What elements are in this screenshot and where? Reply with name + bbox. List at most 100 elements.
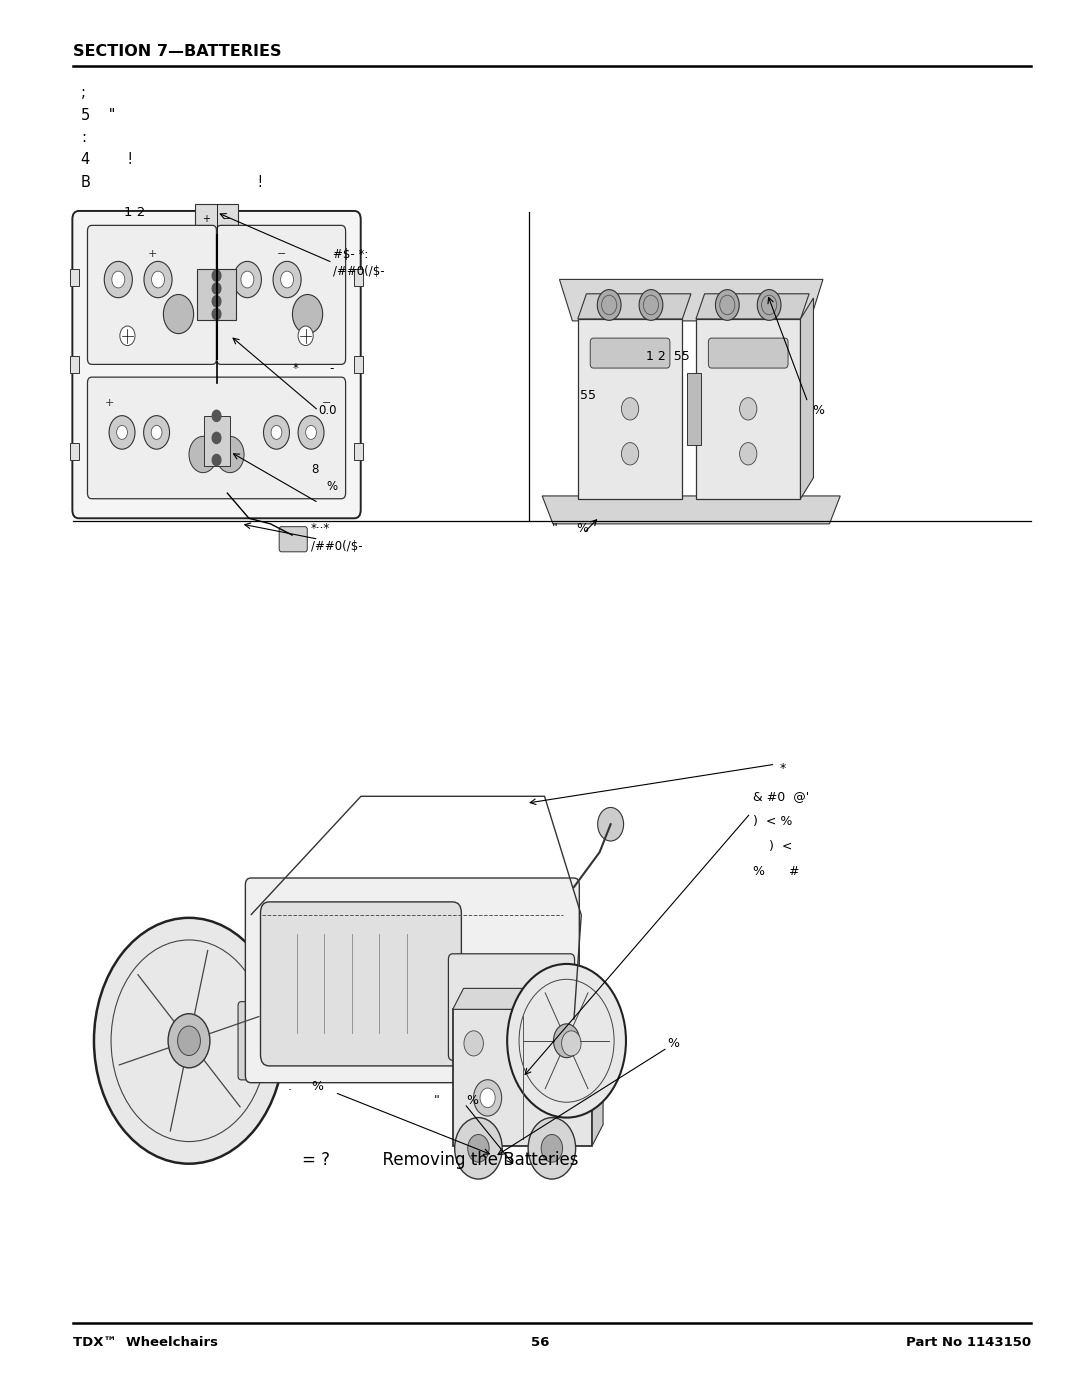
Text: +: + [147,249,157,258]
Circle shape [464,1031,484,1056]
Circle shape [213,296,221,307]
Circle shape [480,1088,496,1108]
Text: /##0(/$-: /##0(/$- [333,264,384,278]
Text: /##0(/$-: /##0(/$- [311,539,363,553]
Circle shape [562,1031,581,1056]
Circle shape [298,326,313,345]
Circle shape [233,261,261,298]
Circle shape [109,416,135,450]
Circle shape [554,1024,580,1058]
Circle shape [241,271,254,288]
Text: −: − [276,249,286,258]
FancyBboxPatch shape [72,211,361,518]
Circle shape [213,454,221,465]
Text: *: * [780,761,786,775]
Text: ": " [552,521,557,535]
Circle shape [621,443,638,465]
Circle shape [112,271,125,288]
FancyBboxPatch shape [448,954,575,1060]
Circle shape [475,999,488,1016]
FancyBboxPatch shape [696,319,800,499]
Text: +: + [202,214,210,225]
Text: %: % [667,1037,679,1051]
Circle shape [264,416,289,450]
Text: 0.0: 0.0 [319,404,337,418]
Circle shape [144,261,172,298]
FancyBboxPatch shape [708,338,788,367]
Text: 4        !: 4 ! [81,152,133,168]
FancyBboxPatch shape [245,879,579,1083]
Text: 55: 55 [580,388,596,402]
Circle shape [550,1088,565,1108]
Bar [195,204,239,235]
Circle shape [213,284,221,295]
Circle shape [144,416,170,450]
Text: %: % [326,479,337,493]
Text: & #0  @': & #0 @' [753,789,809,803]
Bar [70,356,79,373]
Text: ": " [434,1094,440,1108]
Text: 8: 8 [311,462,319,476]
FancyBboxPatch shape [279,527,308,552]
Polygon shape [453,989,603,1009]
Bar [70,443,79,460]
Circle shape [105,261,133,298]
Circle shape [505,999,518,1016]
Bar [354,356,363,373]
FancyBboxPatch shape [87,225,216,365]
Text: -: - [329,362,334,376]
Circle shape [639,289,663,320]
Circle shape [740,398,757,420]
Circle shape [213,270,221,281]
Text: %: % [467,1094,478,1108]
Circle shape [455,1118,502,1179]
Text: 5    ": 5 " [81,108,116,123]
Circle shape [528,1118,576,1179]
Circle shape [213,411,221,422]
Text: 1 2  55: 1 2 55 [646,349,690,363]
Text: 56: 56 [530,1336,550,1348]
Text: Part No 1143150: Part No 1143150 [906,1336,1031,1348]
Circle shape [281,271,294,288]
Text: 1 2: 1 2 [124,205,146,219]
Polygon shape [559,279,823,321]
Text: ;: ; [81,85,86,101]
Circle shape [120,326,135,345]
Bar [687,373,701,444]
Circle shape [168,1014,210,1067]
Text: +: + [105,398,114,408]
Circle shape [177,1025,201,1056]
Bar [354,443,363,460]
FancyBboxPatch shape [217,225,346,365]
Bar [354,270,363,286]
Circle shape [597,289,621,320]
Text: )  < %: ) < % [753,814,792,828]
Text: = ?          Removing the Batteries: = ? Removing the Batteries [302,1151,579,1168]
Text: *: * [293,362,298,376]
Polygon shape [578,293,691,319]
Circle shape [543,1080,571,1116]
Text: )  <: ) < [769,840,793,854]
Circle shape [117,426,127,440]
Circle shape [94,918,284,1164]
Text: SECTION 7—BATTERIES: SECTION 7—BATTERIES [73,43,282,59]
Text: −: − [322,398,332,408]
Circle shape [473,1080,501,1116]
Circle shape [151,426,162,440]
FancyBboxPatch shape [591,338,670,367]
Text: %: % [812,404,824,418]
FancyBboxPatch shape [453,1009,592,1146]
Circle shape [213,432,221,443]
Circle shape [293,295,323,334]
Circle shape [508,964,626,1118]
Circle shape [273,261,301,298]
Bar [70,270,79,286]
Text: B                                    !: B ! [81,175,264,190]
Circle shape [298,416,324,450]
Text: *··*: *··* [311,521,330,535]
Circle shape [216,436,244,472]
Circle shape [715,289,739,320]
Circle shape [468,1134,489,1162]
Polygon shape [592,989,603,1146]
Circle shape [151,271,164,288]
